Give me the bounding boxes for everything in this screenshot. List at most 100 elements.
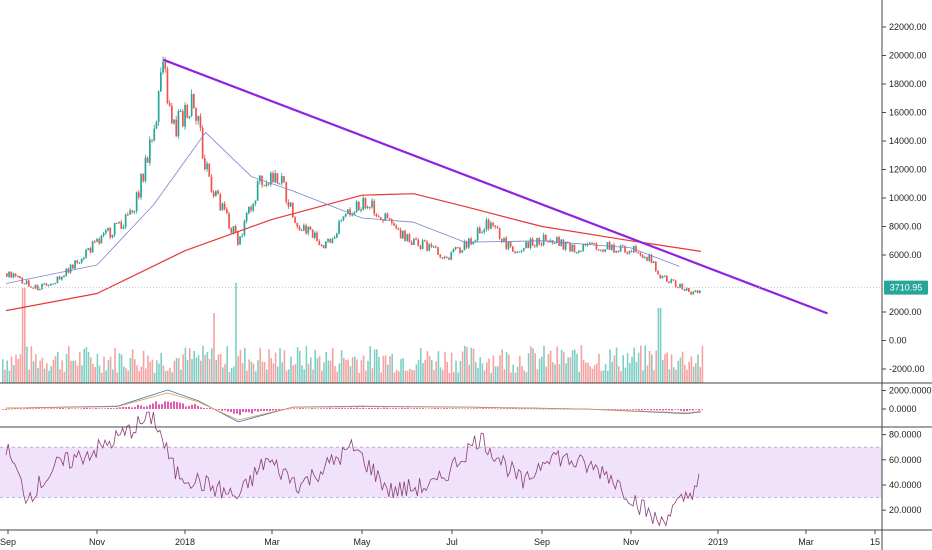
macd-histogram-bar xyxy=(233,409,235,414)
candle xyxy=(107,228,109,231)
candle xyxy=(644,257,646,259)
macd-histogram-bar xyxy=(179,402,181,409)
volume-bar xyxy=(351,357,354,383)
volume-bar xyxy=(593,365,596,383)
volume-bar xyxy=(455,360,457,383)
macd-histogram-bar xyxy=(71,408,73,410)
volume-bar xyxy=(63,371,66,383)
volume-bar xyxy=(635,361,638,383)
macd-histogram-bar xyxy=(263,409,265,412)
volume-bar xyxy=(140,366,143,383)
candle xyxy=(144,157,147,182)
volume-bar xyxy=(402,358,404,383)
macd-histogram-bar xyxy=(662,409,664,411)
volume-bar xyxy=(657,308,660,383)
candle xyxy=(177,111,180,137)
candle xyxy=(360,209,362,211)
macd-histogram-bar xyxy=(98,408,100,409)
volume-bar xyxy=(699,366,701,383)
candle xyxy=(215,190,217,197)
volume-bar xyxy=(404,370,407,383)
macd-histogram-bar xyxy=(401,407,403,409)
candle xyxy=(454,247,457,250)
candle xyxy=(58,276,61,280)
volume-bar xyxy=(239,349,242,383)
candle xyxy=(696,290,699,293)
volume-bar xyxy=(626,353,629,383)
macd-histogram-bar xyxy=(308,408,310,410)
candle xyxy=(681,283,684,290)
volume-bar xyxy=(380,372,382,383)
volume-bar xyxy=(327,360,330,383)
volume-bar xyxy=(255,371,257,383)
volume-bar xyxy=(48,370,50,383)
volume-bar xyxy=(237,356,239,383)
volume-bar xyxy=(448,372,451,383)
candle xyxy=(540,244,543,246)
candle xyxy=(459,247,461,253)
macd-histogram-bar xyxy=(8,408,10,410)
macd-histogram-bar xyxy=(251,409,253,414)
candle xyxy=(637,251,640,253)
volume-bar xyxy=(373,349,376,383)
candle xyxy=(501,238,503,242)
volume-bar xyxy=(481,363,484,383)
macd-histogram-bar xyxy=(74,408,76,409)
candle xyxy=(234,226,237,233)
volume-bar xyxy=(228,372,231,383)
x-tick-label: Mar xyxy=(798,537,814,547)
volume-bar xyxy=(558,364,561,383)
macd-histogram-bar xyxy=(701,409,703,410)
macd-histogram-bar xyxy=(209,407,211,409)
volume-bar xyxy=(76,365,79,383)
volume-bar xyxy=(470,347,473,383)
volume-bar xyxy=(301,365,303,383)
volume-bar xyxy=(147,355,149,383)
candle xyxy=(439,254,442,258)
candle xyxy=(377,215,380,218)
volume-bar xyxy=(492,355,495,383)
macd-histogram-bar xyxy=(425,408,427,410)
candle xyxy=(146,157,149,163)
volume-bar xyxy=(677,360,679,383)
macd-histogram-bar xyxy=(554,408,556,410)
volume-bar xyxy=(514,372,517,383)
volume-bar xyxy=(571,350,574,383)
volume-bar xyxy=(50,366,52,383)
volume-bar xyxy=(173,360,176,383)
candle xyxy=(426,241,428,251)
macd-histogram-bar xyxy=(671,409,673,411)
candle xyxy=(160,72,162,92)
volume-bar xyxy=(263,362,266,383)
candle xyxy=(441,257,444,259)
volume-bar xyxy=(560,349,563,383)
macd-histogram-bar xyxy=(674,409,676,410)
volume-bar xyxy=(68,346,70,383)
macd-histogram-bar xyxy=(215,409,217,410)
candle xyxy=(12,273,15,278)
volume-bar xyxy=(233,366,235,383)
volume-bar xyxy=(114,347,116,383)
candle xyxy=(72,264,74,269)
candle xyxy=(292,202,294,218)
candle xyxy=(338,221,340,234)
macd-histogram-bar xyxy=(572,408,574,410)
macd-histogram-bar xyxy=(605,409,607,410)
candle xyxy=(514,251,516,253)
candle xyxy=(274,173,277,183)
candle xyxy=(404,230,406,241)
volume-bar xyxy=(226,346,228,383)
volume-bar xyxy=(534,353,536,383)
volume-bar xyxy=(576,353,578,383)
volume-bar xyxy=(371,368,374,383)
y-tick-label: 2000.0000 xyxy=(889,386,932,396)
macd-histogram-bar xyxy=(452,408,454,409)
candle xyxy=(212,192,215,197)
candle xyxy=(402,230,404,239)
volume-bar xyxy=(527,353,530,383)
candle xyxy=(322,245,325,249)
volume-bar xyxy=(90,357,92,383)
volume-bar xyxy=(354,356,356,383)
candle xyxy=(503,237,505,242)
macd-panel xyxy=(2,389,703,423)
